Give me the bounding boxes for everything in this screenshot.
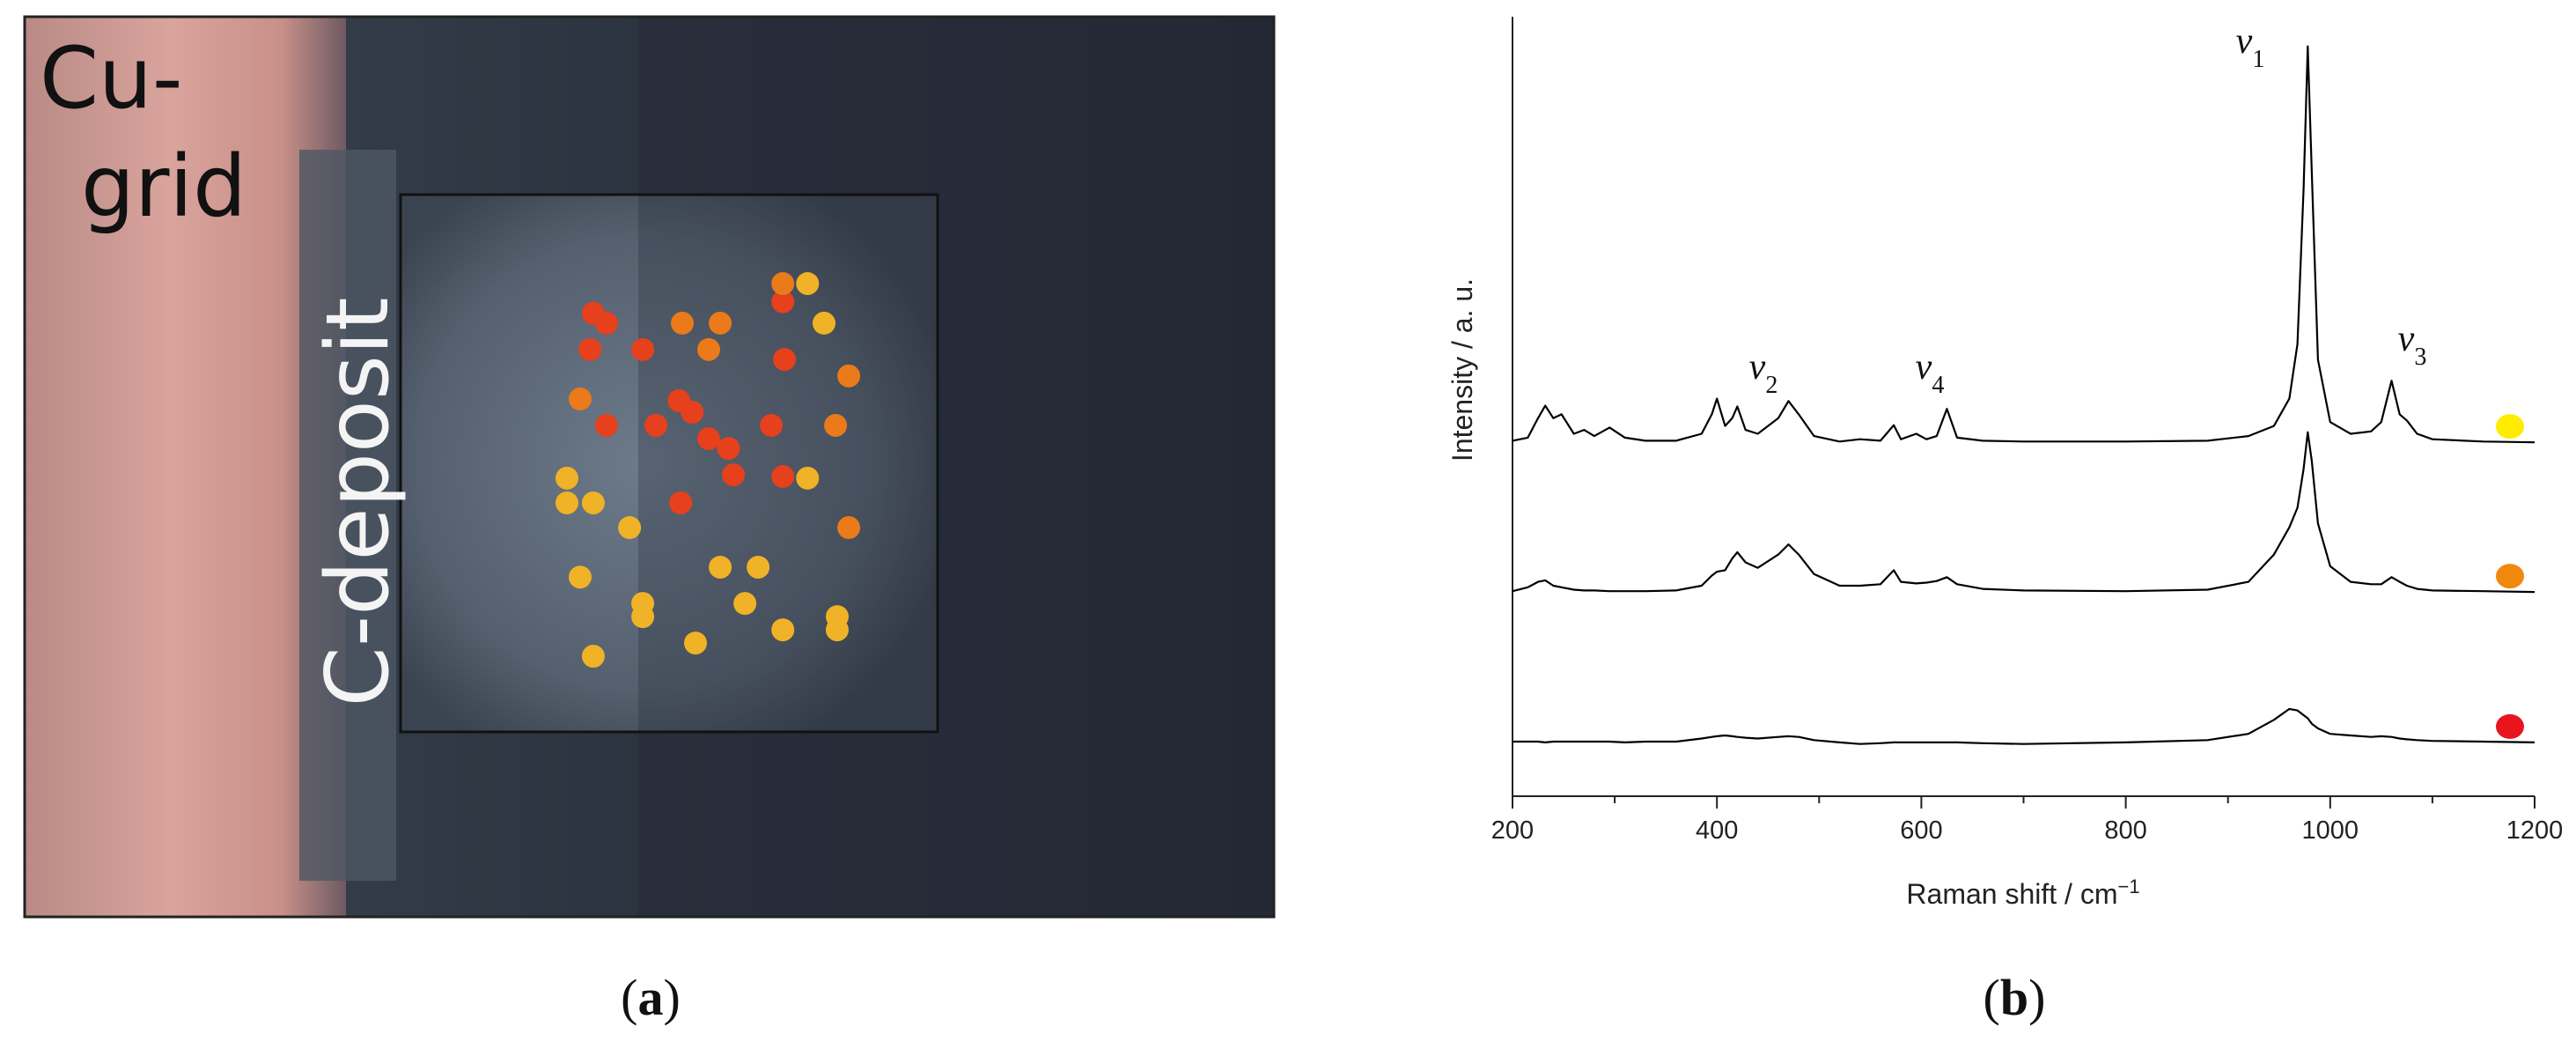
measurement-dot [683, 632, 707, 655]
measurement-dot [696, 426, 720, 450]
x-tick-label: 1200 [2506, 816, 2564, 845]
spectrum-line [1512, 431, 2536, 594]
measurement-dot [618, 516, 642, 540]
scan-frame [399, 193, 939, 734]
copper-grid [25, 17, 346, 917]
measurement-dot [568, 565, 592, 589]
y-axis-label: Intensity / a. u. [1446, 278, 1478, 462]
measurement-dot [568, 388, 592, 411]
dot-layer [555, 271, 861, 669]
measurement-dot [644, 413, 668, 437]
measurement-dot [733, 592, 757, 616]
x-tick-label: 800 [2104, 816, 2146, 845]
grid-edge [299, 150, 396, 881]
annotation-symbol: ν [2236, 21, 2253, 62]
annotation-subscript: 2 [1765, 372, 1777, 399]
panel-caption: (b) [1984, 969, 2046, 1026]
x-tick-label: 400 [1696, 816, 1738, 845]
measurement-dot [581, 645, 605, 669]
caption-letter: a [638, 969, 664, 1026]
series-marker [2496, 564, 2524, 589]
x-tick-label: 600 [1900, 816, 1942, 845]
measurement-dot [837, 516, 861, 540]
grid-label: Cu- [40, 29, 183, 128]
measurement-dot [722, 463, 746, 487]
raman-chart: Raman shift / cm−1 Intensity / a. u. (b)… [1446, 17, 2563, 1026]
measurement-dot [771, 290, 795, 314]
peak-annotation: ν3 [2398, 319, 2427, 371]
measurement-dot [796, 271, 820, 295]
measurement-dot [717, 437, 740, 461]
measurement-dot [773, 348, 797, 372]
annotation-symbol: ν [1749, 347, 1766, 388]
photo-border [23, 15, 1276, 919]
spectrum-line [1512, 707, 2536, 745]
peak-annotation: ν1 [2236, 21, 2265, 73]
measurement-dot [578, 337, 602, 361]
spectrum-line [1512, 45, 2536, 444]
caption-part: ( [1984, 969, 2000, 1026]
measurement-dot [709, 555, 732, 579]
deposit-label: C-deposit [308, 297, 408, 706]
carbon-deposit [401, 195, 938, 732]
measurement-dot [837, 364, 861, 388]
measurement-dot [796, 466, 820, 490]
measurement-dot [681, 401, 704, 424]
series-marker [2496, 713, 2524, 739]
measurement-dot [555, 491, 578, 514]
x-label-sup: −1 [2117, 875, 2139, 898]
annotation-subscript: 4 [1932, 372, 1944, 399]
measurement-dot [771, 618, 795, 642]
measurement-dot [671, 311, 695, 335]
measurement-dot [631, 605, 655, 629]
x-tick-label: 200 [1491, 816, 1534, 845]
panel-caption: (a) [621, 969, 681, 1026]
peak-annotation: ν4 [1916, 347, 1945, 399]
caption-part: ) [2028, 969, 2045, 1026]
annotation-symbol: ν [2398, 319, 2415, 359]
x-tick-label: 1000 [2302, 816, 2359, 845]
measurement-dot [771, 465, 795, 489]
measurement-dot [631, 337, 655, 361]
annotation-subscript: 1 [2252, 46, 2264, 73]
x-axis-label: Raman shift / cm−1 [1906, 875, 2139, 911]
measurement-dot [594, 413, 618, 437]
photo-shade [638, 17, 1274, 917]
measurement-dot [825, 618, 849, 642]
measurement-dot [696, 337, 720, 361]
caption-part: ( [621, 969, 637, 1026]
measurement-dot [760, 413, 784, 437]
grid-label: grid [81, 137, 247, 236]
measurement-dot [747, 555, 770, 579]
caption-letter: b [2000, 969, 2028, 1026]
caption-part: ) [664, 969, 681, 1026]
measurement-dot [555, 466, 578, 490]
annotation-symbol: ν [1916, 347, 1932, 388]
micrograph: Cu- grid C-deposit (a) [23, 15, 1276, 1026]
measurement-dot [594, 311, 618, 335]
measurement-dot [709, 311, 732, 335]
series-marker [2496, 414, 2524, 440]
peak-annotation: ν2 [1749, 347, 1778, 399]
annotation-subscript: 3 [2414, 344, 2426, 371]
measurement-dot [813, 311, 835, 335]
x-label-text: Raman shift / cm [1906, 878, 2117, 910]
measurement-dot [771, 271, 795, 295]
measurement-dot [669, 491, 693, 514]
measurement-dot [581, 491, 605, 514]
measurement-dot [824, 413, 848, 437]
